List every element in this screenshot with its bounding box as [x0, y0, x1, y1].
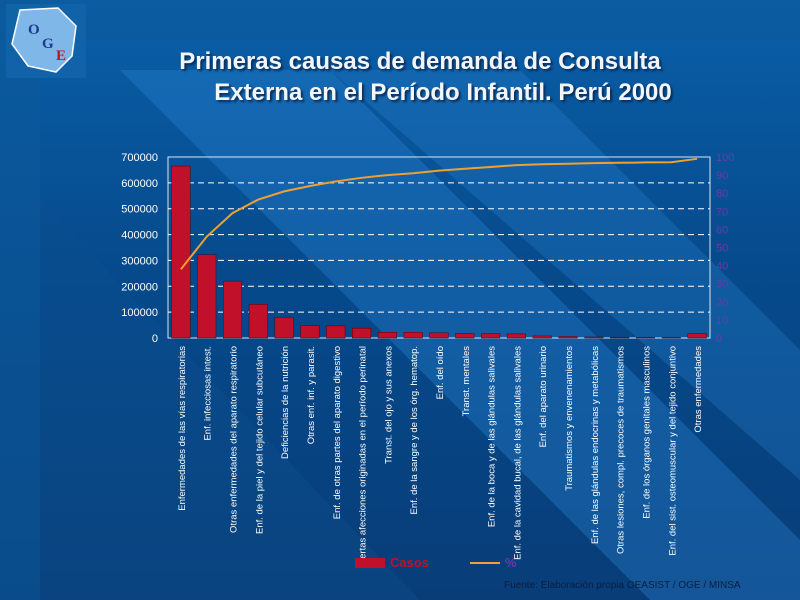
bar: [222, 280, 243, 339]
bar: [197, 254, 217, 339]
y2-tick-label: 20: [716, 297, 728, 309]
slide-title-line-1: Primeras causas de demanda de Consulta: [179, 48, 661, 75]
bar: [300, 325, 320, 339]
y-tick-label: 300000: [121, 255, 158, 267]
bar: [635, 337, 656, 339]
bar: [326, 325, 346, 339]
y2-tick-label: 80: [716, 188, 728, 200]
y-tick-label: 700000: [121, 152, 158, 164]
bar: [506, 333, 526, 339]
x-tick-label: Enf. de la sangre y de los órg. hematop.: [409, 346, 420, 514]
y2-tick-label: 50: [716, 243, 728, 255]
source-note: Fuente: Elaboración propia OEASIST / OGE…: [504, 580, 741, 591]
legend-swatch-casos: [355, 558, 385, 568]
bar: [481, 333, 501, 339]
bar: [429, 332, 449, 339]
x-tick-label: Enf. infecciosas intest.: [203, 346, 214, 441]
x-tick-label: Enf. del aparato urinario: [538, 346, 549, 447]
x-tick-label: Transt. del ojo y sus anexos: [383, 346, 394, 464]
y2-tick-label: 0: [716, 333, 722, 345]
y2-tick-label: 100: [716, 152, 734, 164]
x-tick-label: Deficiencias de la nutrición: [280, 346, 291, 459]
y-tick-label: 200000: [121, 281, 158, 293]
y-tick-label: 0: [152, 333, 158, 345]
slide-title: Primeras causas de demanda de Consulta E…: [110, 46, 730, 108]
bar: [558, 336, 578, 339]
y2-tick-label: 40: [716, 261, 728, 273]
y2-tick-label: 90: [716, 170, 728, 182]
x-tick-label: Otras enf. inf. y parasit.: [306, 346, 317, 444]
logo-letter-o: O: [28, 22, 40, 38]
x-tick-label: Enf. de otras partes del aparato digesti…: [332, 346, 343, 519]
bar: [274, 317, 294, 339]
x-tick-label: Enf. de la cavidad bucal, de las glándul…: [512, 346, 523, 560]
x-tick-label: Ciertas afecciones originadas en el perí…: [358, 346, 369, 568]
bars-casos: [171, 165, 707, 339]
slide-title-line-2: Externa en el Período Infantil. Perú 200…: [214, 79, 672, 106]
x-tick-label: Enf. del sist. osteomuscular y del tejid…: [667, 346, 678, 556]
chart-legend: Casos %: [355, 555, 517, 570]
logo-letter-e: E: [56, 48, 66, 64]
chart-axes: 0100000200000300000400000500000600000700…: [121, 152, 734, 568]
x-tick-label: Transt. mentales: [461, 346, 472, 417]
y-tick-label: 500000: [121, 204, 158, 216]
x-tick-label: Enf. de las glándulas endocrinas y metab…: [590, 346, 601, 544]
bar: [584, 336, 604, 339]
y2-tick-label: 30: [716, 279, 728, 291]
x-tick-label: Enf. de los órganos genitales masculinos: [641, 346, 652, 519]
bar: [687, 333, 707, 339]
x-tick-label: Enfermedades de las vías respiratorias: [177, 346, 188, 511]
bar: [352, 327, 372, 339]
y-tick-label: 400000: [121, 230, 158, 242]
bar: [377, 332, 397, 339]
oge-logo: O G E: [6, 4, 86, 78]
y2-tick-label: 10: [716, 315, 728, 327]
bar: [455, 333, 475, 339]
legend-label-percent: %: [505, 555, 517, 570]
x-tick-label: Enf. de la piel y del tejido celular sub…: [254, 346, 265, 534]
y2-tick-label: 60: [716, 224, 728, 236]
y-tick-label: 600000: [121, 178, 158, 190]
bar: [610, 336, 630, 339]
x-tick-label: Otras lesiones, compl. precoces de traum…: [616, 346, 627, 554]
bar: [171, 165, 191, 339]
x-tick-label: Enf. de la boca y de las glándulas saliv…: [487, 346, 498, 527]
percent-line: [180, 157, 698, 270]
x-tick-label: Otras enfermedades del aparato respirato…: [229, 346, 240, 533]
x-tick-label: Otras enfermedades: [693, 346, 704, 433]
bar: [532, 335, 552, 339]
y2-tick-label: 70: [716, 206, 728, 218]
bar: [248, 304, 268, 339]
bar: [403, 332, 423, 339]
legend-label-casos: Casos: [390, 555, 429, 570]
cumulative-percent-line: [180, 157, 698, 270]
x-tick-label: Enf. del oído: [435, 346, 446, 399]
y-tick-label: 100000: [121, 307, 158, 319]
x-tick-label: Traumatismos y envenenamientos: [564, 346, 575, 491]
logo-letter-g: G: [42, 36, 54, 52]
